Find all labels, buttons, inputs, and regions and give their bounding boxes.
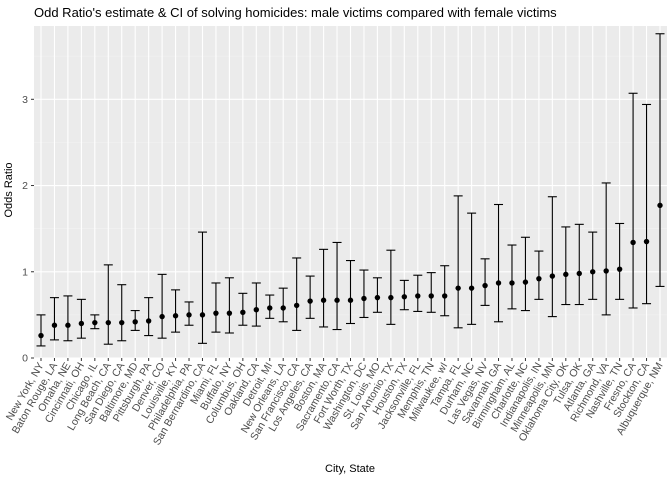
error-bar xyxy=(346,260,355,325)
error-bar xyxy=(453,195,463,329)
error-bar xyxy=(494,203,504,323)
estimate-point xyxy=(132,319,138,325)
error-bar xyxy=(588,231,598,300)
y-axis-title: Odds Ratio xyxy=(3,162,15,217)
y-tick-label: 3 xyxy=(22,94,28,106)
chart-title: Odd Ratio's estimate & CI of solving hom… xyxy=(34,5,557,20)
estimate-point xyxy=(536,275,542,282)
estimate-point xyxy=(428,293,434,299)
estimate-point xyxy=(334,297,340,303)
error-bar xyxy=(332,241,342,331)
estimate-point xyxy=(441,293,448,299)
error-bar xyxy=(238,292,248,326)
estimate-point xyxy=(657,202,663,209)
error-bar xyxy=(615,222,625,300)
estimate-point xyxy=(361,295,367,302)
estimate-point xyxy=(78,320,85,327)
error-bar xyxy=(467,212,477,325)
estimate-point xyxy=(38,332,44,339)
error-bar xyxy=(440,265,450,317)
estimate-point xyxy=(119,319,125,326)
estimate-point xyxy=(172,313,179,319)
estimate-point xyxy=(643,238,650,245)
estimate-point xyxy=(199,312,206,318)
error-bar xyxy=(157,273,167,339)
estimate-point xyxy=(563,271,569,278)
estimate-point xyxy=(280,305,286,311)
error-bar xyxy=(36,314,46,347)
error-bar xyxy=(426,272,436,313)
estimate-point xyxy=(240,309,246,315)
error-bar xyxy=(117,284,127,342)
estimate-point xyxy=(293,302,300,309)
estimate-point xyxy=(468,285,475,291)
estimate-point xyxy=(455,285,461,291)
error-bar xyxy=(507,244,517,310)
y-tick-label: 1 xyxy=(22,266,28,278)
estimate-point xyxy=(388,294,394,301)
error-bar xyxy=(305,275,315,319)
estimate-point xyxy=(590,269,596,275)
error-bar xyxy=(63,295,73,342)
estimate-point xyxy=(495,280,502,286)
error-bar xyxy=(144,297,154,337)
error-bar xyxy=(224,277,234,334)
error-bar xyxy=(278,287,288,323)
error-bar xyxy=(574,223,584,306)
estimate-point xyxy=(307,298,313,304)
estimate-point xyxy=(347,297,354,303)
estimate-point xyxy=(509,280,515,286)
estimate-point xyxy=(415,293,421,299)
error-bar xyxy=(251,282,261,327)
error-bar xyxy=(628,92,638,309)
estimate-point xyxy=(576,270,582,277)
error-bar xyxy=(211,282,221,333)
estimate-point xyxy=(401,294,408,300)
estimate-point xyxy=(522,279,529,285)
estimate-point xyxy=(213,310,219,316)
estimate-point xyxy=(253,307,260,313)
estimate-point xyxy=(603,268,609,274)
estimate-point xyxy=(320,297,327,303)
error-bar xyxy=(103,264,113,345)
data-marks xyxy=(36,33,665,347)
estimate-point xyxy=(226,310,233,316)
error-bar xyxy=(292,257,302,331)
estimate-point xyxy=(374,294,381,301)
estimate-point xyxy=(65,322,71,328)
estimate-point xyxy=(145,318,152,324)
estimate-point xyxy=(92,319,98,326)
error-bar xyxy=(520,236,530,312)
error-bar xyxy=(480,258,490,306)
estimate-point xyxy=(616,266,623,272)
error-bar xyxy=(49,297,59,341)
y-axis: 0 1 2 3 xyxy=(22,94,34,365)
estimate-point xyxy=(186,312,192,318)
y-tick-label: 0 xyxy=(22,353,28,365)
error-bar xyxy=(319,248,329,328)
error-bar xyxy=(642,103,652,305)
error-bar xyxy=(601,182,611,316)
error-bar xyxy=(171,289,181,333)
estimate-point xyxy=(630,239,636,246)
estimate-point xyxy=(267,305,273,311)
estimate-point xyxy=(159,313,165,320)
error-bar xyxy=(547,196,557,318)
x-axis-title: City, State xyxy=(325,463,375,475)
estimate-point xyxy=(105,319,111,326)
error-bar xyxy=(655,33,665,287)
error-bar xyxy=(76,298,86,339)
estimate-point xyxy=(51,322,58,328)
error-bar xyxy=(386,249,396,325)
estimate-point xyxy=(549,273,556,279)
error-bar xyxy=(359,269,369,319)
error-bar xyxy=(561,226,571,306)
error-bar xyxy=(534,250,544,300)
estimate-point xyxy=(482,282,488,289)
y-tick-label: 2 xyxy=(22,180,28,192)
error-bar xyxy=(197,231,207,344)
